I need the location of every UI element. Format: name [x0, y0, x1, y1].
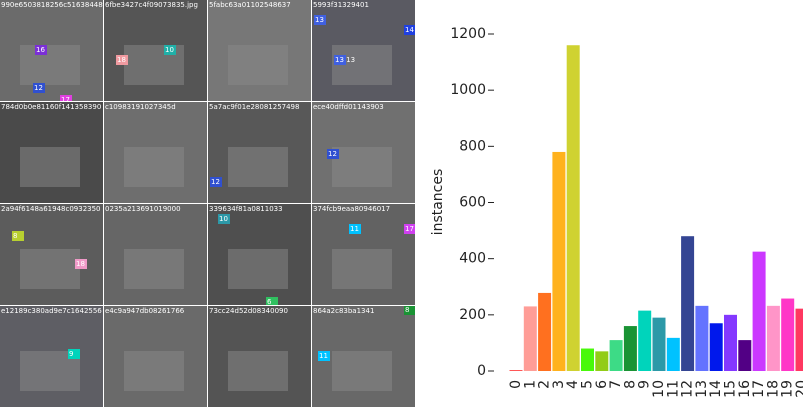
y-tick-label: 1200: [450, 26, 486, 42]
tile: 339634f81a0811033 10 6: [208, 204, 311, 307]
tile-caption: 5a7ac9f01e28081257498: [209, 103, 299, 111]
tile-caption: e12189c380ad9e7c1642556: [1, 307, 102, 315]
tile-shade: [124, 249, 184, 289]
box-label: 10: [219, 215, 228, 223]
bar: [724, 315, 737, 371]
tile-caption: 374fcb9eaa80946017: [313, 205, 390, 213]
tile: ece40dffd01143903 12: [312, 102, 415, 203]
box-label: 16: [36, 46, 45, 54]
tile: e4c9a947db08261766: [104, 306, 207, 407]
bar: [753, 252, 766, 371]
x-tick-label: 20: [794, 380, 803, 398]
box-label: 13 13: [335, 56, 355, 64]
bar: [767, 306, 780, 371]
box-label: 14: [405, 26, 414, 34]
bar: [624, 326, 637, 371]
tile-caption: c10983191027345d: [105, 103, 176, 111]
box-label: 12: [211, 178, 220, 186]
box-label: 12: [328, 150, 337, 158]
tile-caption: 864a2c83ba1341: [313, 307, 374, 315]
tile: 6fbe3427c4f09073835.jpg 18 10: [104, 0, 207, 101]
box-label: 18: [117, 56, 126, 64]
tile: 5fabc63a01102548637: [208, 0, 311, 101]
tile-shade: [332, 351, 392, 391]
tile-shade: [20, 147, 80, 187]
bar: [695, 306, 708, 371]
tile-caption: 6fbe3427c4f09073835.jpg: [105, 1, 198, 9]
bar: [681, 236, 694, 371]
tile: 5993f31329401 13 14 13 13: [312, 0, 416, 101]
tile-shade: [228, 351, 288, 391]
bar: [595, 351, 608, 371]
bar: [567, 45, 580, 371]
bar: [581, 349, 594, 371]
tile: 2a94f6148a61948c0932350 8 18: [0, 204, 103, 305]
tile-caption: ece40dffd01143903: [313, 103, 384, 111]
box-label: 18: [76, 260, 85, 268]
y-tick-label: 400: [459, 251, 486, 267]
tile-shade: [124, 147, 184, 187]
y-tick-label: 1000: [450, 82, 486, 98]
tile: e12189c380ad9e7c1642556 9: [0, 306, 103, 407]
bar: [552, 152, 565, 371]
bar: [796, 309, 803, 371]
tile-caption: 73cc24d52d08340090: [209, 307, 288, 315]
bar: [510, 370, 523, 371]
box-label: 6: [267, 298, 272, 306]
tile: c10983191027345d: [104, 102, 207, 203]
bar: [781, 299, 794, 371]
tile-caption: e4c9a947db08261766: [105, 307, 185, 315]
bar: [538, 293, 551, 371]
tile-caption: 5993f31329401: [313, 1, 369, 9]
bar: [667, 338, 680, 371]
y-tick-label: 600: [459, 195, 486, 211]
tile: 864a2c83ba1341 11 8: [312, 305, 416, 407]
tile-caption: 339634f81a0811033: [209, 205, 283, 213]
screen: 990e6503818256c51638448f14.jpg1612176fbe…: [0, 0, 803, 408]
tile: 5a7ac9f01e28081257498 12: [208, 102, 311, 203]
box-label: 11: [319, 352, 328, 360]
tile-caption: 784d0b0e81160f141358390: [1, 103, 101, 111]
bar: [738, 340, 751, 371]
tile-shade: [332, 147, 392, 187]
tile: 73cc24d52d08340090: [208, 306, 311, 407]
tile: 784d0b0e81160f141358390: [0, 102, 103, 203]
tile: 0235a213691019000: [104, 204, 207, 305]
bar-chart: 0200400600800100012000123456789101112131…: [450, 26, 803, 398]
tile-shade: [20, 45, 80, 85]
tile-shade: [228, 147, 288, 187]
box-label: 10: [165, 46, 174, 54]
tile-caption: 0235a213691019000: [105, 205, 181, 213]
tile-shade: [332, 249, 392, 289]
box-label: 13: [315, 16, 324, 24]
box-label: 17: [405, 225, 414, 233]
box-label: 9: [69, 350, 73, 358]
box-label: 12: [34, 84, 43, 92]
tile-shade: [228, 249, 288, 289]
y-axis-label: instances: [430, 169, 446, 236]
tile-caption: 5fabc63a01102548637: [209, 1, 291, 9]
y-tick-label: 0: [477, 363, 486, 379]
bar: [524, 306, 537, 371]
y-tick-label: 800: [459, 138, 486, 154]
tile-shade: [124, 351, 184, 391]
bar: [638, 311, 651, 371]
tile-shade: [228, 45, 288, 85]
bar: [653, 318, 666, 371]
box-label: 11: [350, 225, 359, 233]
bar: [710, 323, 723, 371]
image-mosaic: 990e6503818256c51638448f14.jpg1612176fbe…: [0, 0, 416, 407]
box-label: 8: [13, 232, 17, 240]
y-tick-label: 200: [459, 307, 486, 323]
box-label: 8: [405, 306, 409, 314]
bar: [610, 340, 623, 371]
tile-caption: 2a94f6148a61948c0932350: [1, 205, 101, 213]
tile: 374fcb9eaa80946017 17 11: [312, 204, 416, 305]
tile-shade: [20, 249, 80, 289]
